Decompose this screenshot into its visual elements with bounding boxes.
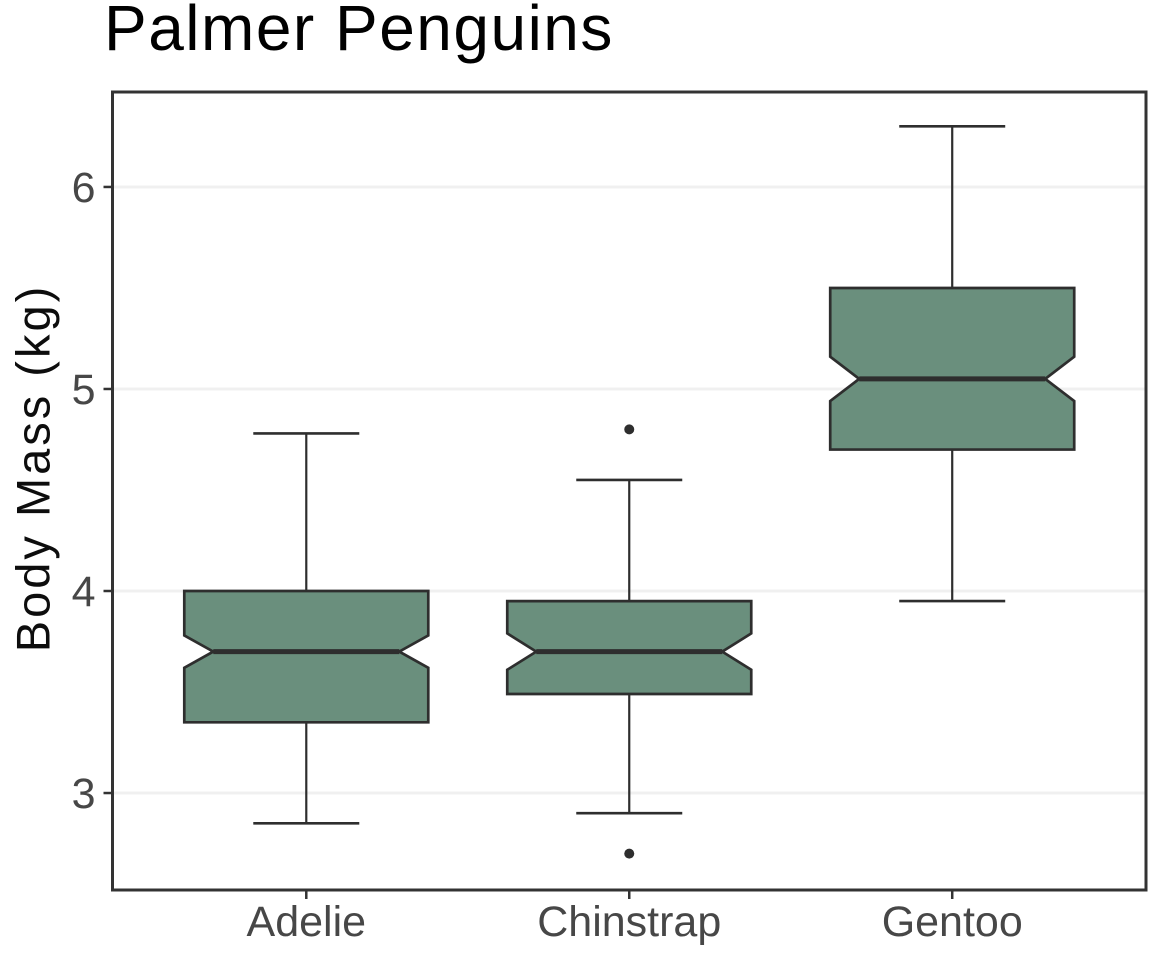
notched-box-chinstrap bbox=[505, 599, 753, 696]
notched-box-adelie bbox=[182, 589, 430, 724]
x-tick-label-adelie: Adelie bbox=[247, 898, 367, 946]
x-tick-label-chinstrap: Chinstrap bbox=[537, 898, 721, 946]
chart-title: Palmer Penguins bbox=[104, 0, 614, 64]
x-tick-label-gentoo: Gentoo bbox=[882, 898, 1023, 946]
notched-box-gentoo bbox=[828, 286, 1076, 451]
outlier-point-chinstrap-1 bbox=[624, 424, 635, 435]
y-tick-label-5: 5 bbox=[72, 366, 96, 414]
y-tick-label-6: 6 bbox=[72, 164, 96, 212]
y-axis-label: Body Mass (kg) bbox=[6, 283, 60, 653]
y-tick-label-3: 3 bbox=[72, 770, 96, 818]
outlier-point-chinstrap-0 bbox=[624, 848, 635, 859]
y-tick-label-4: 4 bbox=[72, 568, 96, 616]
